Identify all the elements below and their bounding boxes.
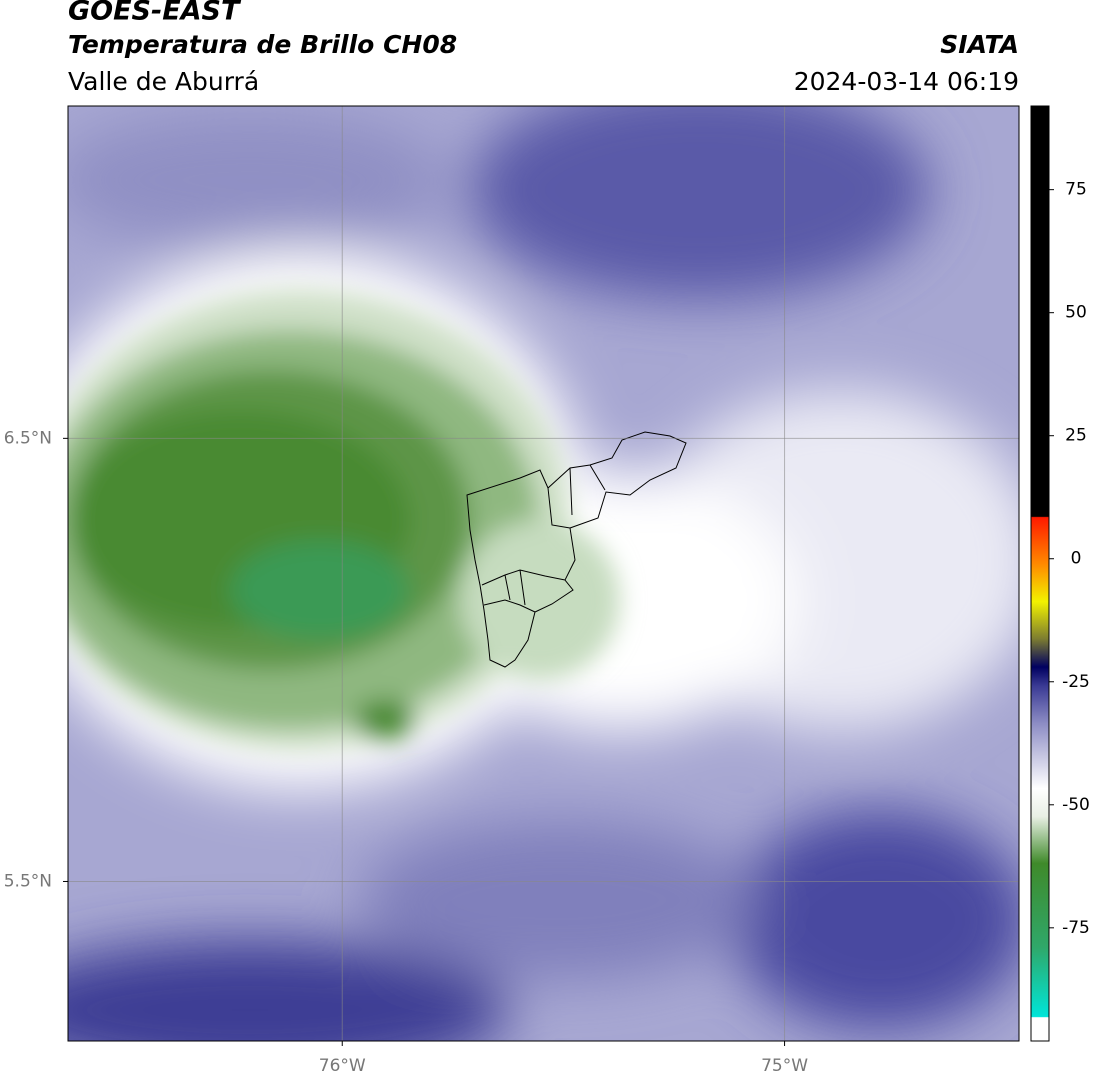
- x-tick-label: 75°W: [761, 1056, 808, 1076]
- colorbar-tick-label: 50: [1065, 303, 1087, 323]
- region: Valle de Aburrá: [68, 67, 259, 96]
- valley-boundary: [466, 431, 687, 668]
- title: GOES-EAST: [68, 0, 242, 27]
- colorbar-tick-label: -50: [1062, 795, 1090, 815]
- y-tick-label: 6.5°N: [4, 428, 52, 448]
- map-frame: [67, 105, 1020, 1042]
- x-tick-label: 76°W: [319, 1056, 366, 1076]
- datetime: 2024-03-14 06:19: [794, 67, 1019, 96]
- colorbar-tick-label: 25: [1065, 426, 1087, 446]
- colorbar-tick-label: 0: [1071, 549, 1082, 569]
- colorbar: [1030, 105, 1050, 1042]
- colorbar-tick-label: 75: [1065, 180, 1087, 200]
- satellite-image: [68, 106, 1019, 1041]
- colorbar-tick-label: -25: [1062, 672, 1090, 692]
- y-tick-label: 5.5°N: [4, 871, 52, 891]
- subtitle: Temperatura de Brillo CH08: [68, 30, 457, 59]
- source: SIATA: [940, 30, 1019, 59]
- colorbar-tick-label: -75: [1062, 918, 1090, 938]
